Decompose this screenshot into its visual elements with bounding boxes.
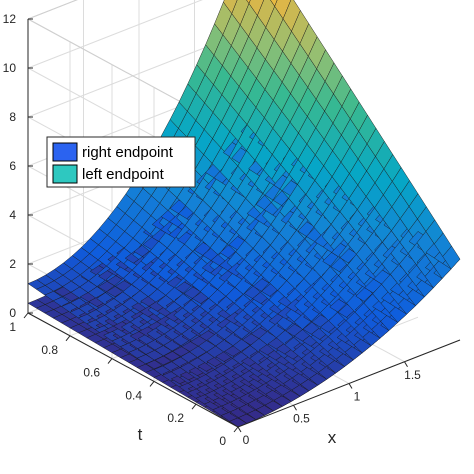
z-tick-label: 0 [9,306,16,320]
legend-label-left-endpoint: left endpoint [82,166,165,183]
x-tick-label: 1 [354,390,361,404]
z-tick-label: 4 [9,208,16,222]
z-tick-label: 6 [9,159,16,173]
t-tick-label: 0.8 [41,343,58,357]
x-tick-mark [404,361,408,368]
t-tick-label: 1 [9,320,16,334]
x-tick-mark [237,426,242,433]
t-axis-label: t [138,425,143,444]
t-axis-line [27,312,239,428]
x-tick-label: 0 [243,433,250,447]
t-tick-mark [65,335,71,342]
z-tick-label: 10 [3,61,17,75]
surface-patch [223,0,238,15]
gridline [27,0,203,69]
surface-patch [246,0,251,4]
t-tick-mark [107,358,113,364]
legend: right endpoint left endpoint [46,136,196,188]
t-tick-mark [23,312,29,319]
legend-swatch-left-endpoint [52,164,78,184]
z-tick-label: 12 [3,12,17,26]
t-tick-label: 0.4 [125,388,142,402]
x-tick-mark [348,383,353,389]
box-edge [27,0,78,20]
t-tick-mark [191,403,197,410]
legend-label-right-endpoint: right endpoint [82,144,174,161]
z-tick-label: 2 [9,257,16,271]
t-tick-mark [149,381,155,387]
surface-patch [442,245,461,270]
z-tick-label: 8 [9,110,16,124]
x-tick-mark [293,404,297,411]
t-tick-label: 0.6 [83,366,100,380]
x-tick-label: 0.5 [293,411,310,425]
t-tick-mark [233,426,239,433]
surface-patch [270,0,278,7]
t-tick-label: 0 [219,434,226,448]
x-axis-label: x [328,428,337,447]
legend-swatch-right-endpoint [52,142,78,162]
surface-layer [27,0,461,428]
x-tick-label: 1.5 [404,368,421,382]
t-tick-label: 0.2 [167,411,184,425]
